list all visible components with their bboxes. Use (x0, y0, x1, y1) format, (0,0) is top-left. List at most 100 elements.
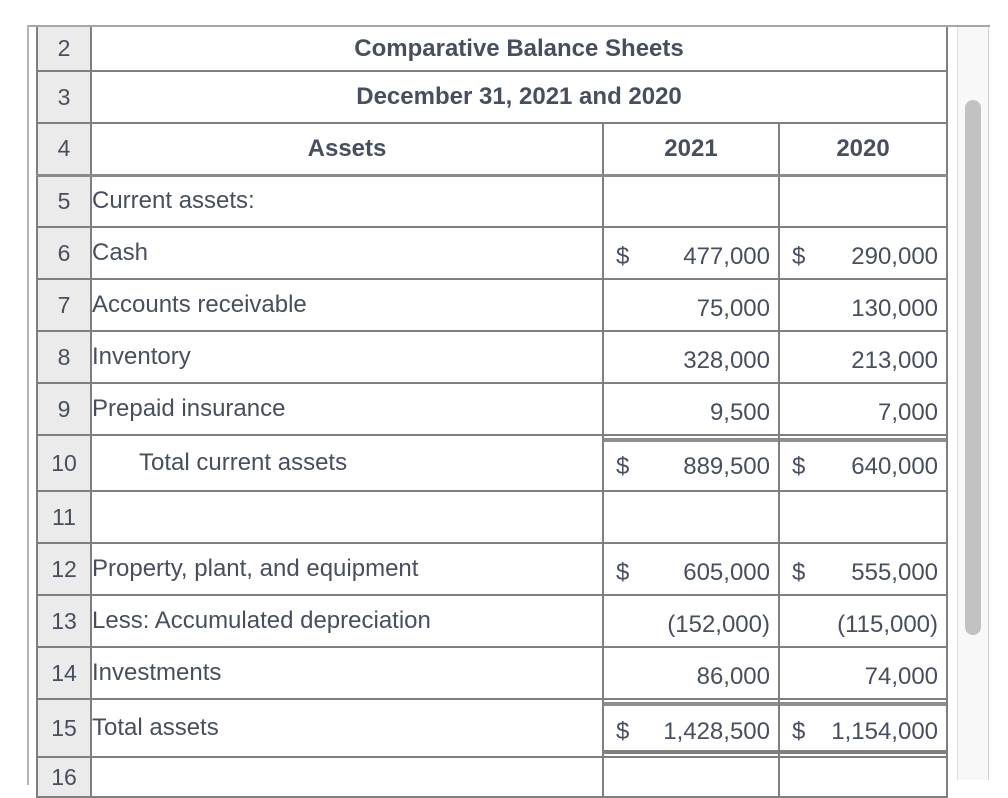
title-cell-row-3[interactable]: December 31, 2021 and 2020 (89, 70, 949, 124)
amount-2021: 328,000 (683, 346, 770, 374)
value-cell-2021-row-7[interactable]: 75,000 (602, 278, 780, 332)
cell-content: $889,500 (605, 446, 777, 481)
assets-header-cell[interactable]: Assets (90, 122, 604, 177)
vertical-scrollbar-thumb[interactable] (965, 100, 981, 635)
dollar-sign: $ (616, 242, 630, 270)
value-cell-2021-row-14[interactable]: 86,000 (602, 646, 780, 700)
value-cell-2020-row-9[interactable]: 7,000 (777, 382, 949, 436)
row-header-3[interactable]: 3 (36, 70, 92, 124)
cell-content: 75,000 (605, 288, 777, 323)
cell-content: 74,000 (781, 656, 945, 691)
row-header-16[interactable]: 16 (36, 756, 92, 798)
label-cell-row-10[interactable]: Total current assets (90, 434, 604, 492)
value-cell-2021-row-15[interactable]: $1,428,500 (602, 698, 780, 758)
amount-2020: 74,000 (864, 662, 939, 690)
year-2020-header-cell[interactable]: 2020 (777, 122, 949, 177)
sheet-row-8: 8 Inventory 328,000 213,000 (36, 330, 949, 384)
amount-2021: 605,000 (683, 558, 770, 586)
row-header-8[interactable]: 8 (36, 330, 92, 384)
dollar-sign: $ (616, 558, 630, 586)
label-cell-row-16[interactable] (90, 756, 604, 798)
value-cell-2020-row-10[interactable]: $640,000 (777, 434, 949, 492)
label-cell-row-12[interactable]: Property, plant, and equipment (90, 542, 604, 596)
label-cell-row-8[interactable]: Inventory (90, 330, 604, 384)
value-cell-2020-row-16[interactable] (777, 756, 949, 798)
row-header-10[interactable]: 10 (36, 434, 92, 492)
row-header-5[interactable]: 5 (36, 174, 92, 228)
sheet-row-5: 5 Current assets: (36, 174, 949, 228)
row-header-6[interactable]: 6 (36, 226, 92, 280)
cell-content: 213,000 (781, 340, 945, 375)
dollar-sign: $ (792, 717, 806, 745)
cell-content (781, 514, 945, 521)
value-cell-2021-row-13[interactable]: (152,000) (602, 594, 780, 648)
label-cell-row-13[interactable]: Less: Accumulated depreciation (90, 594, 604, 648)
value-cell-2020-row-6[interactable]: $290,000 (777, 226, 949, 280)
amount-2021: 86,000 (696, 662, 770, 690)
value-cell-2020-row-14[interactable]: 74,000 (777, 646, 949, 700)
amount-2021: 75,000 (696, 294, 770, 322)
sheet-row-15: 15 Total assets $1,428,500 $1,154,000 (36, 698, 949, 758)
amount-2021: 1,428,500 (663, 717, 770, 745)
row-header-12[interactable]: 12 (36, 542, 92, 596)
year-2021-header-cell[interactable]: 2021 (602, 122, 780, 177)
label-cell-row-5[interactable]: Current assets: (90, 174, 604, 228)
amount-2020: 213,000 (851, 346, 939, 374)
cell-content: 86,000 (605, 656, 777, 691)
value-cell-2020-row-8[interactable]: 213,000 (777, 330, 949, 384)
amount-2021: 477,000 (683, 242, 770, 270)
cell-content (605, 198, 777, 205)
row-header-9[interactable]: 9 (36, 382, 92, 436)
amount-2020: 290,000 (851, 242, 939, 270)
value-cell-2020-row-5[interactable] (777, 174, 949, 228)
value-cell-2021-row-6[interactable]: $477,000 (602, 226, 780, 280)
value-cell-2021-row-12[interactable]: $605,000 (602, 542, 780, 596)
row-header-4[interactable]: 4 (36, 122, 92, 177)
value-cell-2021-row-11[interactable] (602, 490, 780, 544)
label-cell-row-15[interactable]: Total assets (90, 698, 604, 758)
row-header-13[interactable]: 13 (36, 594, 92, 648)
value-cell-2020-row-11[interactable] (777, 490, 949, 544)
dollar-sign: $ (616, 717, 630, 745)
sheet-row-16: 16 (36, 756, 949, 798)
cell-content: $1,154,000 (781, 711, 945, 746)
value-cell-2021-row-16[interactable] (602, 756, 780, 798)
amount-2020: 1,154,000 (831, 717, 939, 745)
sheet-row-10: 10 Total current assets $889,500 $640,000 (36, 434, 949, 492)
amount-2021: 9,500 (709, 398, 770, 426)
balance-sheet-table: 2 Comparative Balance Sheets 3 December 31,… (36, 27, 949, 798)
amount-2020: 7,000 (877, 398, 939, 426)
cell-content: $640,000 (781, 446, 945, 481)
sheet-row-2: 2 Comparative Balance Sheets (36, 27, 949, 72)
row-header-11[interactable]: 11 (36, 490, 92, 544)
value-cell-2020-row-12[interactable]: $555,000 (777, 542, 949, 596)
value-cell-2021-row-8[interactable]: 328,000 (602, 330, 780, 384)
cell-content: 328,000 (605, 340, 777, 375)
label-cell-row-11[interactable] (90, 490, 604, 544)
label-cell-row-6[interactable]: Cash (90, 226, 604, 280)
cell-content: $290,000 (781, 236, 945, 271)
cell-content: 9,500 (605, 392, 777, 427)
cell-content: 7,000 (781, 392, 945, 427)
row-header-7[interactable]: 7 (36, 278, 92, 332)
sheet-row-4: 4 Assets 2021 2020 (36, 122, 949, 177)
value-cell-2021-row-10[interactable]: $889,500 (602, 434, 780, 492)
row-header-15[interactable]: 15 (36, 698, 92, 758)
title-cell-row-2[interactable]: Comparative Balance Sheets (89, 27, 949, 72)
cell-content: $477,000 (605, 236, 777, 271)
label-cell-row-14[interactable]: Investments (90, 646, 604, 700)
value-cell-2020-row-13[interactable]: (115,000) (777, 594, 949, 648)
row-header-2[interactable]: 2 (36, 27, 92, 72)
label-cell-row-9[interactable]: Prepaid insurance (90, 382, 604, 436)
cell-content (781, 774, 945, 781)
label-cell-row-7[interactable]: Accounts receivable (90, 278, 604, 332)
sheet-row-3: 3 December 31, 2021 and 2020 (36, 70, 949, 124)
value-cell-2021-row-9[interactable]: 9,500 (602, 382, 780, 436)
value-cell-2020-row-7[interactable]: 130,000 (777, 278, 949, 332)
row-header-14[interactable]: 14 (36, 646, 92, 700)
amount-2020: 130,000 (851, 294, 939, 322)
cell-content (605, 774, 777, 781)
cell-content (781, 198, 945, 205)
value-cell-2021-row-5[interactable] (602, 174, 780, 228)
value-cell-2020-row-15[interactable]: $1,154,000 (777, 698, 949, 758)
